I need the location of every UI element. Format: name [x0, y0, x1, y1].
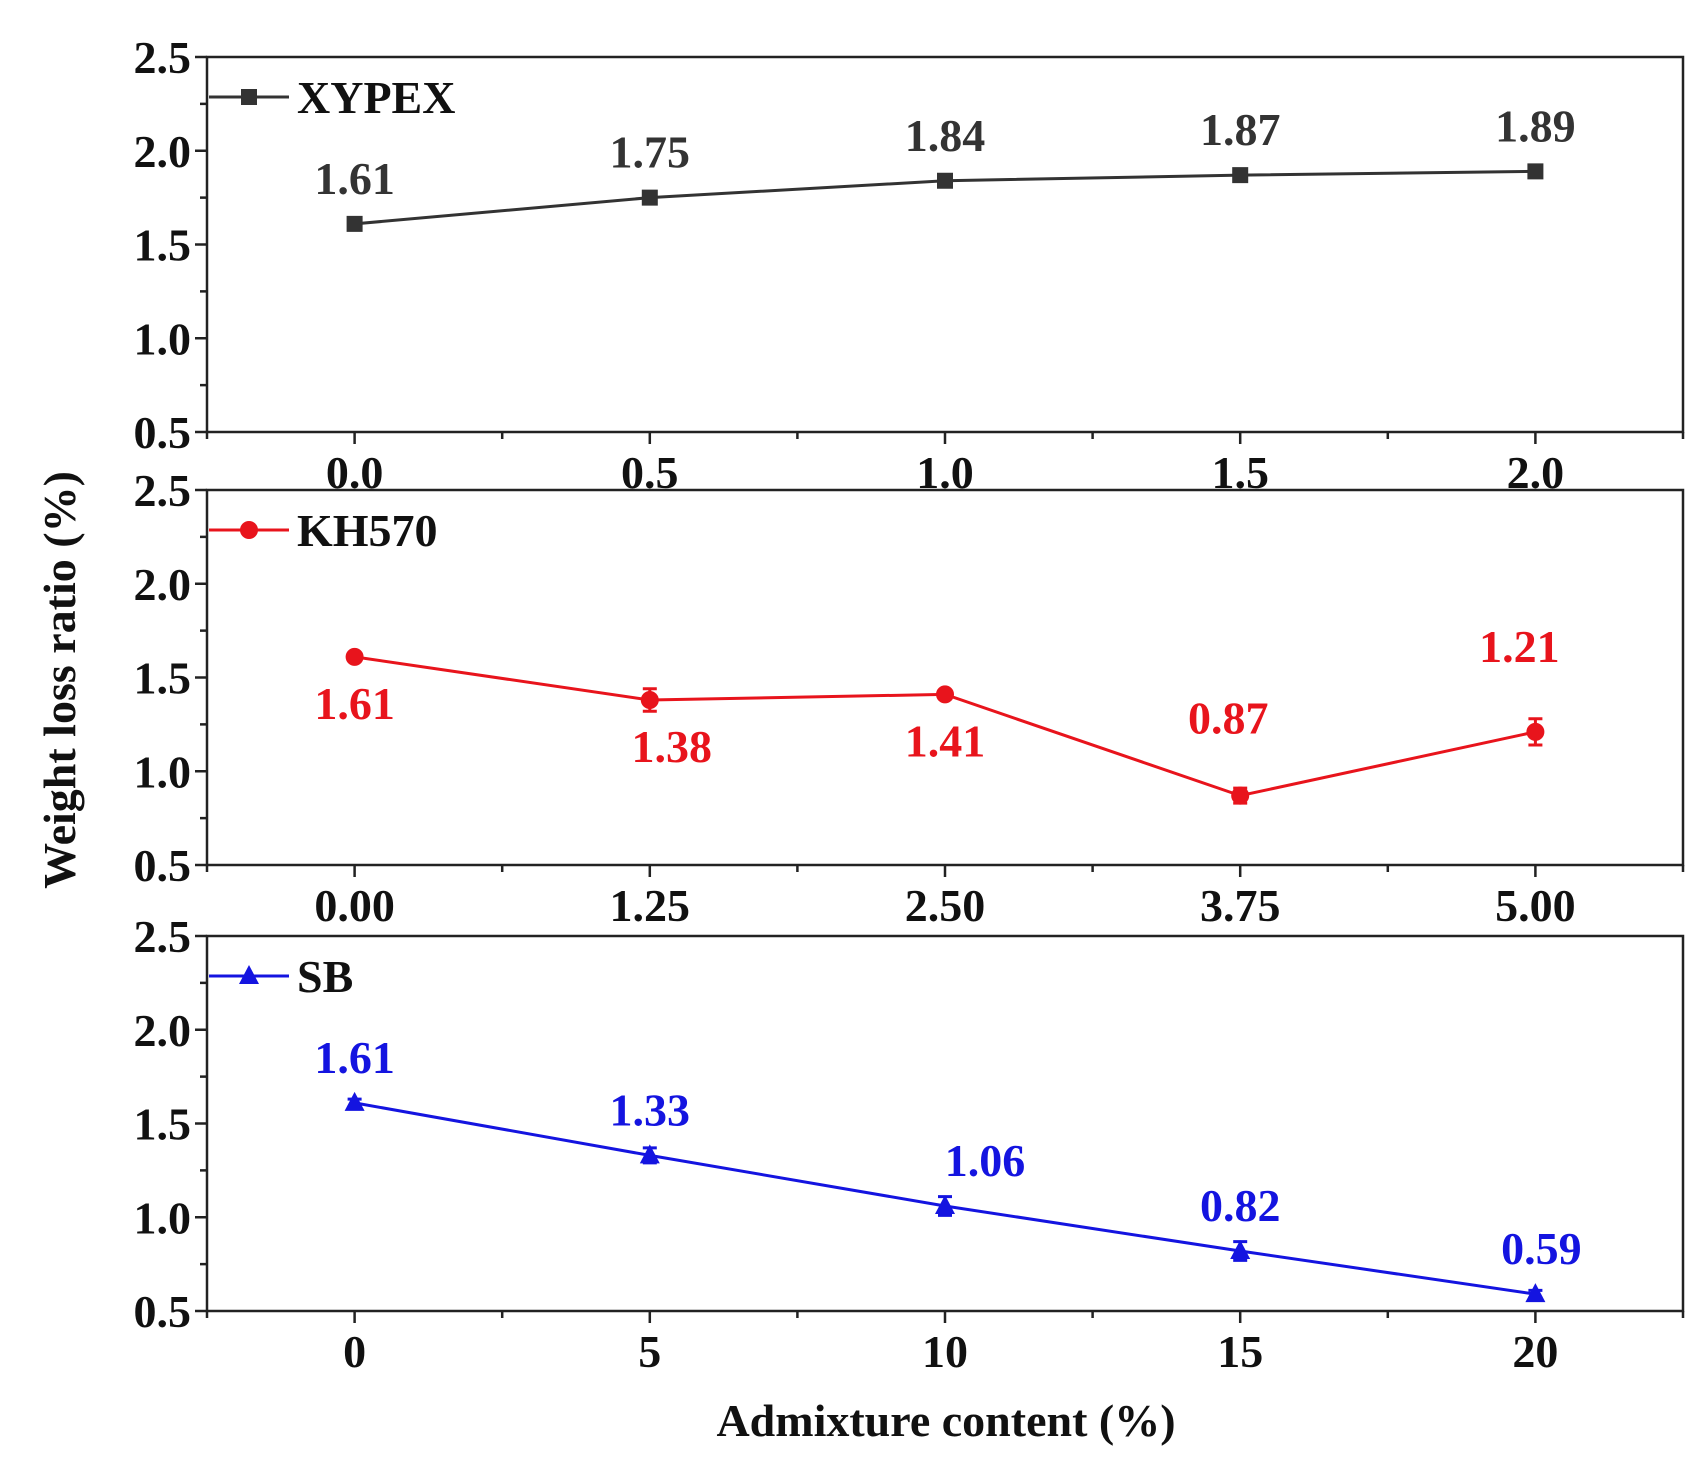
x-tick-label: 15 [1217, 1326, 1263, 1377]
x-tick-label: 0 [343, 1326, 366, 1377]
data-point [936, 685, 954, 704]
x-tick-label: 5.00 [1495, 880, 1576, 931]
legend-marker [239, 965, 259, 984]
panel-sb: 0.5 1.0 1.5 2.0 2.5 0 5 10 15 20 1.61 1.33 1.06 0.82 0… [134, 911, 1685, 1377]
data-point [1525, 1283, 1546, 1303]
y-axis-title: Weight loss ratio (%) [34, 471, 85, 889]
data-label: 1.41 [905, 715, 986, 766]
panel-xypex: 0.51.01.52.02.50.0 0.5 1.0 1.5 2.01.611.75 1.… [134, 32, 1685, 498]
data-point [1232, 167, 1249, 184]
data-point [1527, 163, 1544, 180]
y-tick-label: 0.5 [134, 407, 192, 458]
y-tick-label: 0.5 [134, 840, 192, 891]
data-label: 1.87 [1200, 104, 1281, 155]
y-tick-label: 1.5 [134, 220, 192, 271]
x-tick-label: 20 [1512, 1326, 1558, 1377]
data-point [935, 1195, 955, 1214]
data-label: 1.38 [632, 721, 713, 772]
y-tick-label: 0.5 [134, 1286, 192, 1337]
data-point [345, 647, 364, 666]
data-label: 0.59 [1501, 1223, 1582, 1274]
y-tick-label: 1.0 [134, 313, 192, 364]
data-label: 1.89 [1495, 100, 1576, 151]
data-label: 1.75 [610, 127, 691, 178]
data-label: 1.61 [314, 1032, 395, 1083]
data-label: 1.61 [314, 153, 395, 204]
legend-marker [240, 521, 258, 539]
y-tick-label: 2.0 [134, 559, 192, 610]
y-tick-label: 2.0 [134, 1005, 192, 1056]
y-tick-label: 2.5 [134, 32, 192, 83]
x-tick-label: 5 [638, 1326, 661, 1377]
legend-label: KH570 [297, 505, 438, 556]
data-label: 1.06 [945, 1135, 1026, 1186]
legend-label: XYPEX [297, 72, 455, 123]
data-label: 1.33 [610, 1084, 691, 1135]
x-tick-label: 2.50 [905, 880, 986, 931]
data-label: 1.84 [905, 110, 986, 161]
data-label: 1.21 [1479, 621, 1560, 672]
y-tick-label: 2.5 [134, 911, 192, 962]
panel-kh570: 0.5 1.0 1.5 2.0 2.5 0.00 1.25 2.50 3.75 5.00 1.61 1… [134, 465, 1685, 931]
legend-marker [241, 89, 257, 105]
data-point [640, 691, 659, 709]
x-tick-label: 10 [922, 1326, 968, 1377]
data-point [1231, 786, 1250, 805]
data-label: 0.87 [1188, 693, 1269, 744]
y-tick-label: 1.5 [134, 653, 192, 704]
data-label: 0.82 [1200, 1180, 1281, 1231]
x-tick-label: 1.25 [610, 880, 691, 931]
x-tick-label: 0.00 [314, 880, 395, 931]
data-point [344, 1091, 365, 1111]
legend-label: SB [297, 951, 353, 1002]
plot-frame [205, 934, 1685, 1313]
data-point [639, 1144, 660, 1164]
x-axis-title: Admixture content (%) [716, 1395, 1175, 1446]
y-tick-label: 1.0 [134, 746, 192, 797]
y-tick-label: 2.5 [134, 465, 192, 516]
data-label: 1.61 [314, 678, 395, 729]
data-point [346, 215, 363, 232]
y-tick-label: 1.5 [134, 1099, 192, 1150]
data-point [641, 189, 658, 206]
y-tick-label: 1.0 [134, 1192, 192, 1243]
data-point [1526, 722, 1545, 741]
panels: 0.51.01.52.02.50.0 0.5 1.0 1.5 2.01.611.75 1.… [134, 32, 1685, 1377]
y-tick-label: 2.0 [134, 126, 192, 177]
data-point [1230, 1240, 1251, 1259]
x-tick-label: 3.75 [1200, 880, 1281, 931]
data-point [937, 172, 953, 189]
